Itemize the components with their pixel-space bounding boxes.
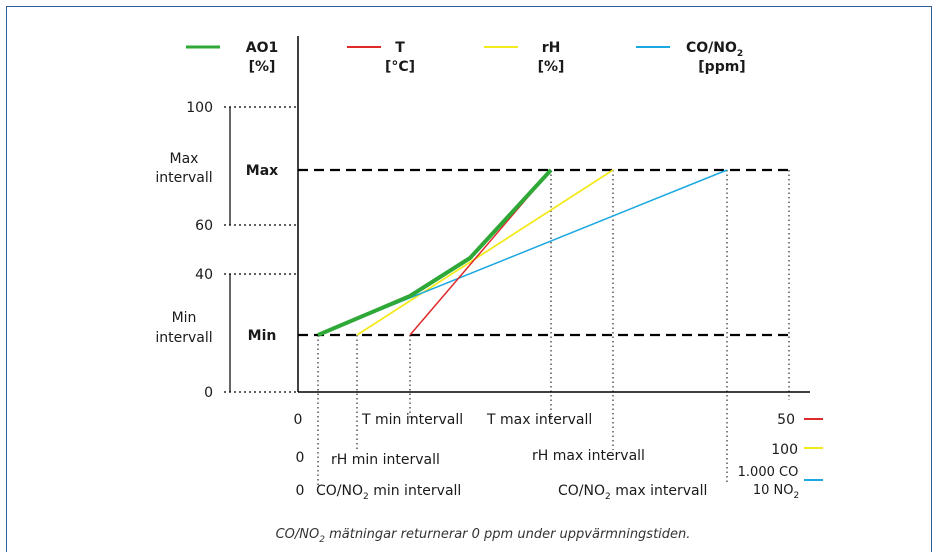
y-tick-lines xyxy=(224,106,298,393)
y-tick-100: 100 xyxy=(186,100,213,116)
legend-unit-co: [ppm] xyxy=(698,59,745,75)
t-min-interval-label: T min intervall xyxy=(361,412,463,428)
legend-label-co: CO/NO2 xyxy=(686,40,743,59)
t-scale-value: 50 xyxy=(777,412,795,428)
max-interval-label-1: Max xyxy=(170,151,199,167)
diagram-frame xyxy=(6,6,932,552)
legend: AO1 [%] T [°C] rH [%] CO/NO2 [ppm] xyxy=(186,40,746,75)
x-guide-lines xyxy=(317,170,790,485)
legend-unit-ao1: [%] xyxy=(249,59,276,75)
legend-unit-t: [°C] xyxy=(385,59,415,75)
y-tick-0: 0 xyxy=(204,385,213,401)
caption: CO/NO2 mätningar returnerar 0 ppm under … xyxy=(276,527,691,545)
x-row3-zero: 0 xyxy=(296,483,305,499)
co-min-interval-label: CO/NO2 min intervall xyxy=(316,483,461,502)
rh-curve xyxy=(356,169,614,336)
rh-scale-value: 100 xyxy=(771,442,798,458)
legend-unit-rh: [%] xyxy=(538,59,565,75)
max-interval-label-2: intervall xyxy=(155,170,212,186)
co-scale-value-1: 1.000 CO xyxy=(738,465,799,480)
max-level-label: Max xyxy=(246,163,278,179)
legend-label-ao1: AO1 xyxy=(246,40,278,56)
ao1-curve xyxy=(317,168,553,337)
min-level-label: Min xyxy=(248,328,277,344)
y-tick-40: 40 xyxy=(195,267,213,283)
x-row1-zero: 0 xyxy=(294,412,303,428)
min-interval-label-2: intervall xyxy=(155,330,212,346)
co-max-interval-label: CO/NO2 max intervall xyxy=(558,483,707,502)
y-tick-60: 60 xyxy=(195,218,213,234)
legend-label-t: T xyxy=(395,40,405,56)
rh-min-interval-label: rH min intervall xyxy=(331,452,440,468)
t-max-interval-label: T max intervall xyxy=(486,412,592,428)
min-interval-label-1: Min xyxy=(172,310,197,326)
co-scale-value-2: 10 NO2 xyxy=(753,483,799,501)
legend-label-rh: rH xyxy=(542,40,561,56)
x-row2-zero: 0 xyxy=(296,450,305,466)
rh-max-interval-label: rH max intervall xyxy=(532,448,645,464)
